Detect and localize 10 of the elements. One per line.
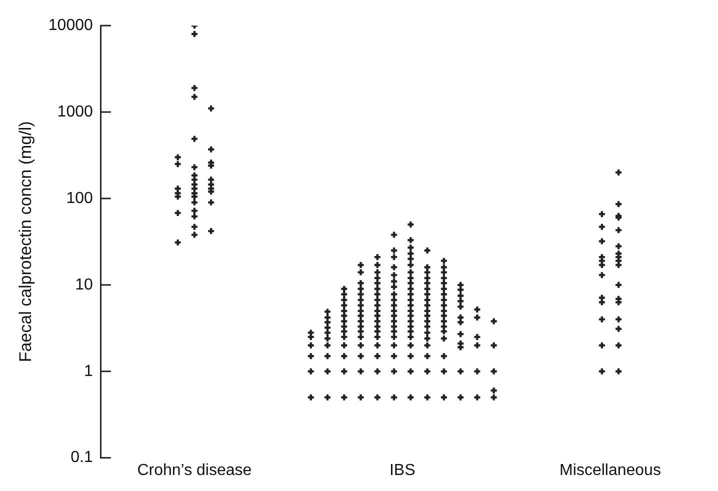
x-tick-label: Crohn’s disease: [137, 462, 252, 479]
y-tick-label: 1000: [57, 103, 93, 120]
x-tick-label: IBS: [389, 462, 416, 479]
y-tick-label: 0.1: [70, 449, 93, 466]
y-tick-label: 1: [84, 362, 93, 380]
y-tick-label: 10000: [48, 17, 93, 34]
x-tick-label: Miscellaneous: [560, 462, 661, 479]
y-tick-label: 100: [66, 190, 93, 207]
y-axis-title: Faecal calprotectin concn (mg/l): [16, 121, 35, 362]
y-tick-label: 10: [75, 276, 93, 294]
